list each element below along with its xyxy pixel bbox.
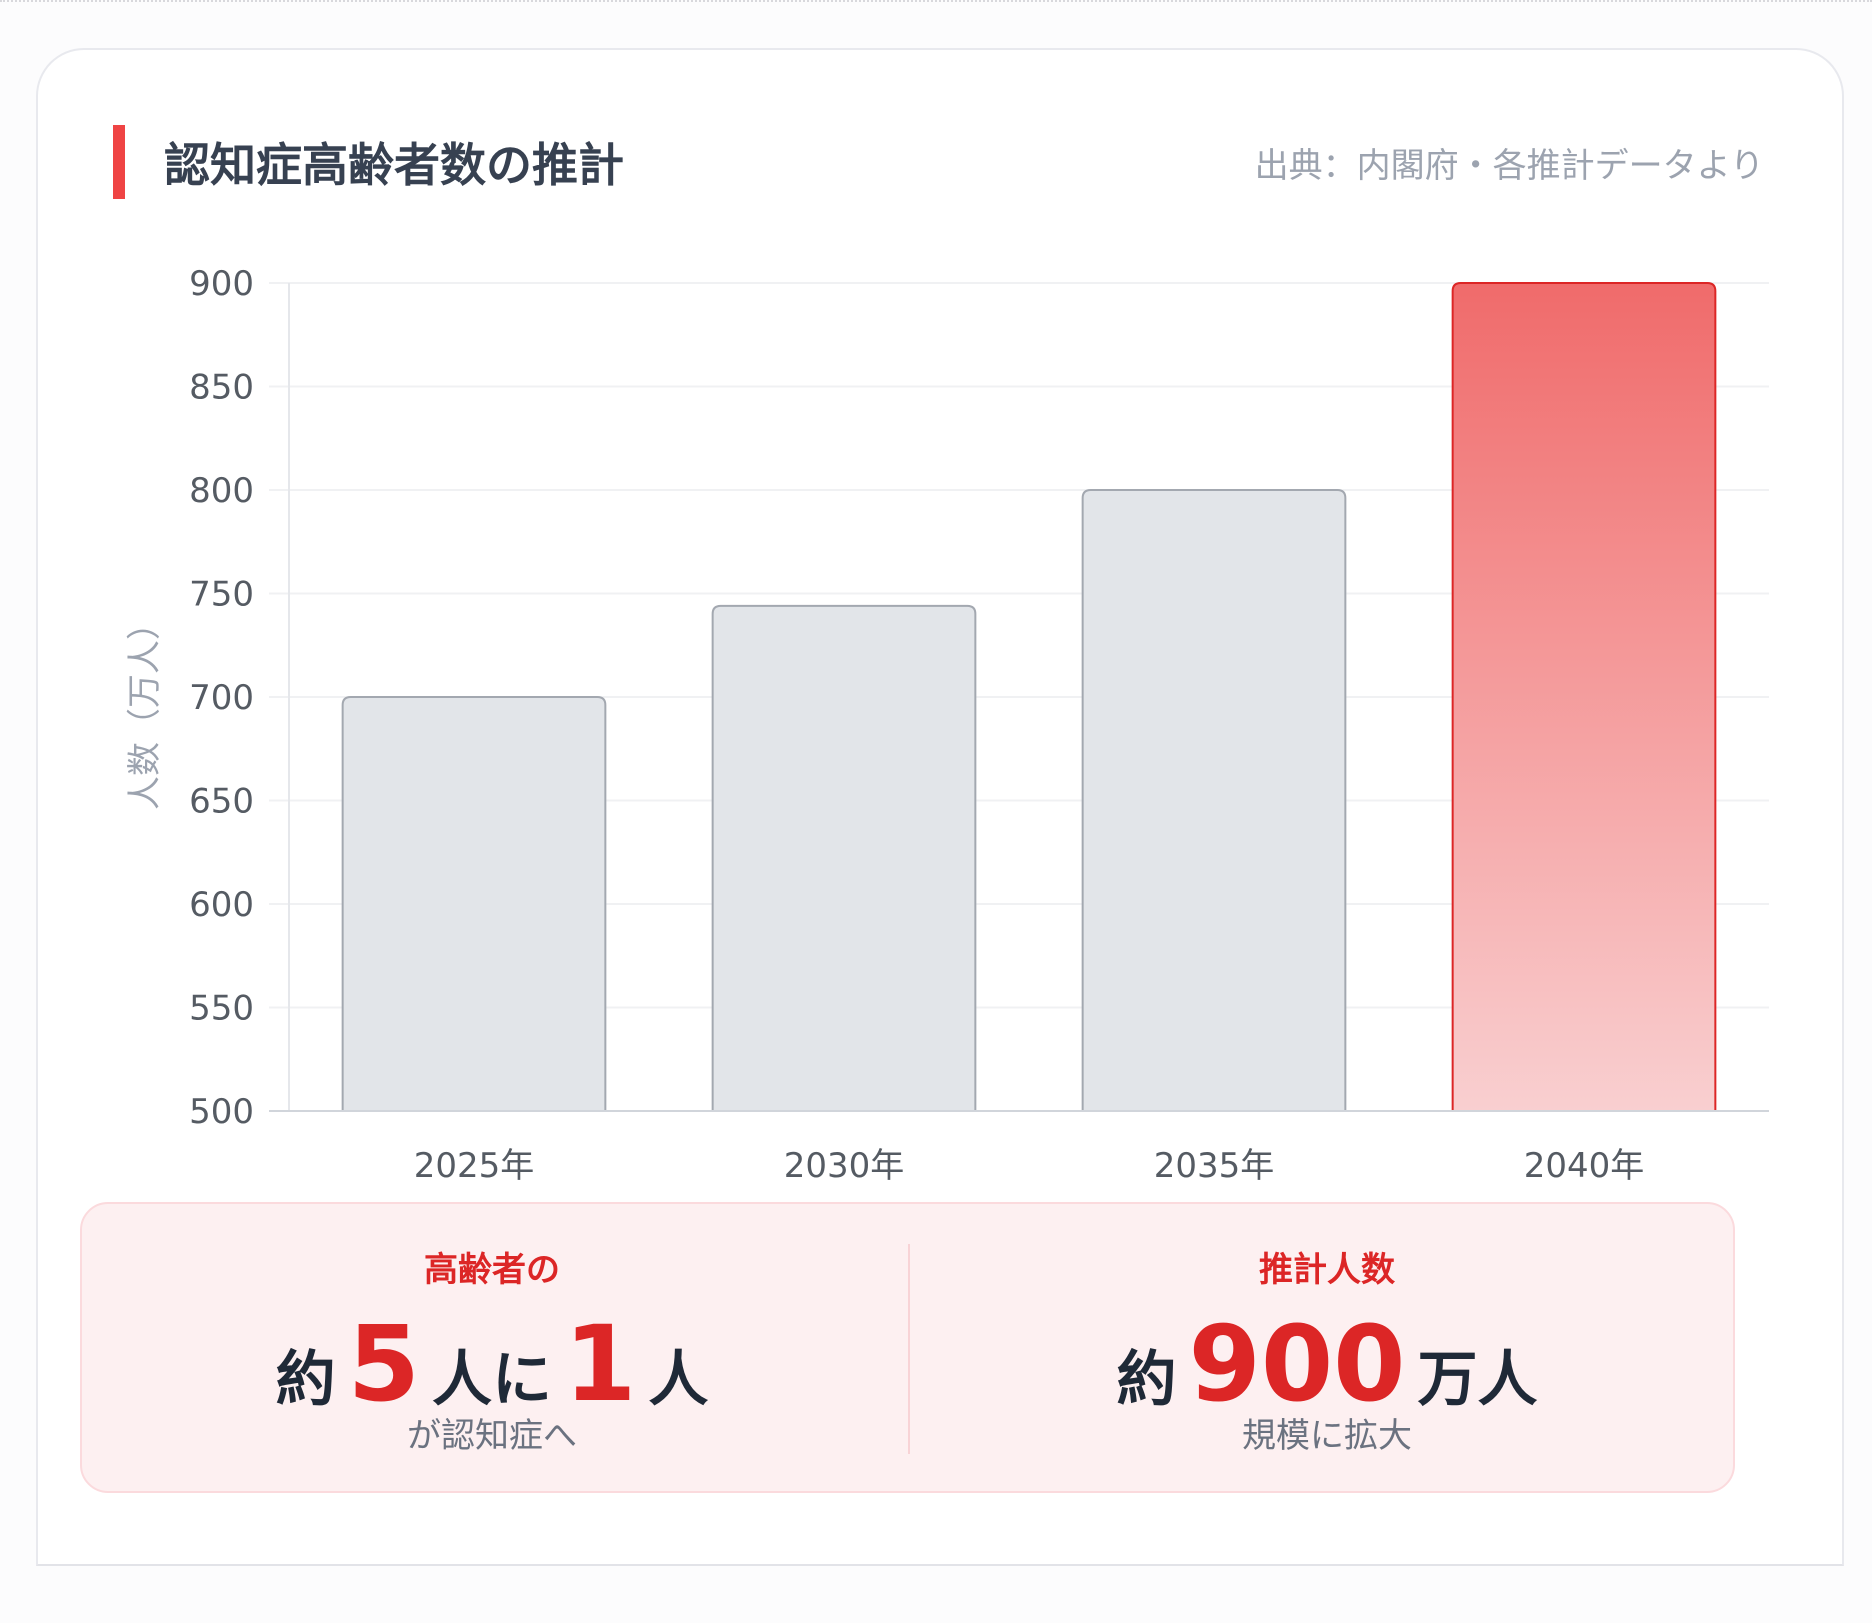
- bar-2035: [1081, 489, 1347, 1111]
- y-axis-label: 人数（万人）: [125, 606, 165, 810]
- title-accent-bar: [113, 125, 125, 199]
- ratio-suffix: 人: [648, 1345, 709, 1415]
- estimate-label: 推計人数: [1259, 1250, 1395, 1290]
- summary-divider: [908, 1244, 910, 1454]
- ratio-value: 約 5 人に 1 人: [82, 1304, 902, 1455]
- estimate-value: 約 900 万人: [917, 1304, 1737, 1455]
- source-note: 出典：内閣府・各推計データより: [1254, 146, 1764, 186]
- ratio-subtext: が認知症へ: [407, 1416, 577, 1456]
- x-tick-label: 2040年: [1524, 1146, 1645, 1186]
- top-dotted-border: [0, 0, 1872, 2]
- estimate-number: 900: [1188, 1303, 1406, 1425]
- summary-panel: 高齢者の 約 5 人に 1 人 が認知症へ 推計人数 約 900 万人 規模に拡大: [80, 1202, 1735, 1493]
- y-tick-label: 550: [189, 989, 254, 1029]
- chart-title: 認知症高齢者数の推計: [164, 138, 624, 192]
- y-tick-label: 900: [189, 264, 254, 304]
- x-tick-label: 2035年: [1154, 1146, 1275, 1186]
- ratio-number-1: 5: [347, 1303, 420, 1425]
- y-tick-label: 800: [189, 471, 254, 511]
- x-tick-label: 2025年: [414, 1146, 535, 1186]
- y-tick-label: 650: [189, 782, 254, 822]
- estimate-suffix: 万人: [1417, 1345, 1538, 1415]
- x-tick-label: 2030年: [784, 1146, 905, 1186]
- y-tick-label: 850: [189, 368, 254, 408]
- bar-chart: 500 550 600 650 700 750 800 850 900 2025年 2030年 203…: [125, 264, 1769, 1186]
- y-tick-label: 500: [189, 1092, 254, 1132]
- estimate-prefix: 約: [1116, 1345, 1177, 1415]
- ratio-label: 高齢者の: [424, 1250, 560, 1290]
- ratio-prefix: 約: [275, 1345, 336, 1415]
- bar-2025: [341, 696, 607, 1111]
- y-tick-label: 600: [189, 885, 254, 925]
- ratio-number-2: 1: [564, 1303, 637, 1425]
- bar-2030: [711, 604, 977, 1111]
- y-tick-label: 700: [189, 678, 254, 718]
- y-tick-label: 750: [189, 575, 254, 615]
- estimate-subtext: 規模に拡大: [1242, 1416, 1412, 1456]
- bar-2040: [1451, 282, 1717, 1111]
- ratio-mid: 人に: [432, 1345, 552, 1415]
